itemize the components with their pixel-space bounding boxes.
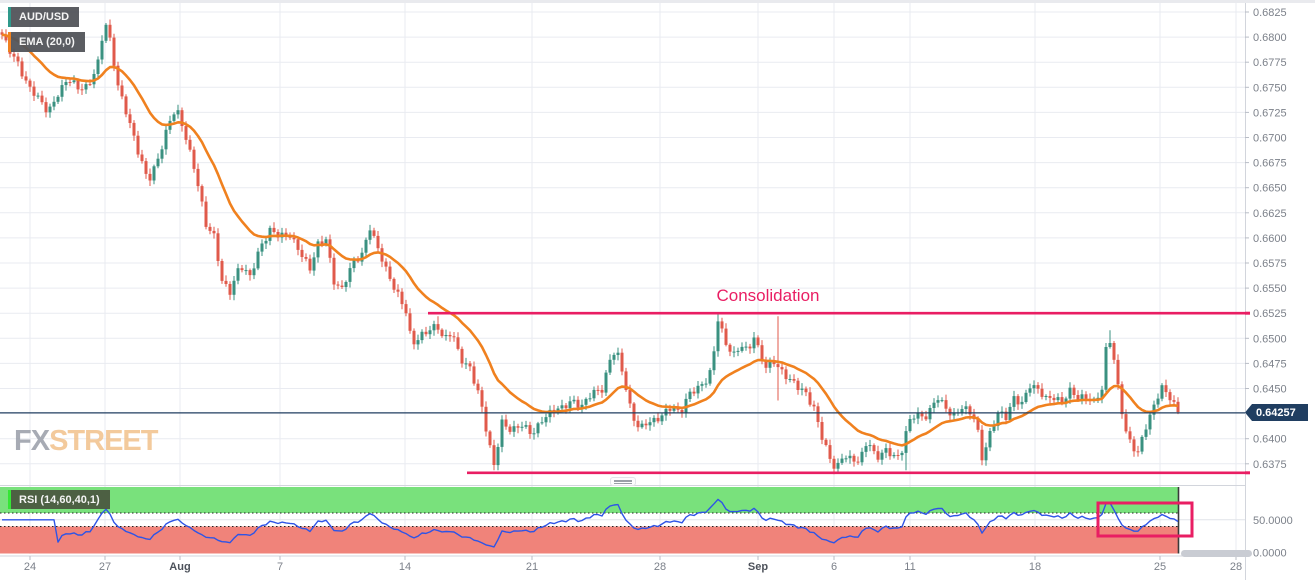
symbol-label: AUD/USD	[19, 11, 70, 23]
last-price-badge: 0.64257	[1245, 404, 1308, 421]
ema-line	[1, 33, 1179, 447]
time-axis-label: 21	[526, 561, 538, 573]
time-axis-label: 14	[399, 561, 411, 573]
price-axis-label: 0.6525	[1253, 308, 1287, 320]
rsi-axis-label: 50.0000	[1253, 515, 1293, 527]
symbol-legend[interactable]: AUD/USD	[8, 7, 80, 27]
fxstreet-watermark: FXSTREET	[14, 425, 158, 458]
pane-resize-handle[interactable]	[610, 477, 636, 486]
ema-legend[interactable]: EMA (20,0)	[8, 32, 85, 52]
rsi-oversold-zone	[0, 526, 1178, 554]
price-axis-label: 0.6825	[1253, 7, 1287, 19]
handle-line	[614, 479, 632, 481]
time-axis-label: 7	[277, 561, 283, 573]
handle-line	[614, 481, 632, 482]
rsi-axis-label: 0.0000	[1253, 548, 1287, 560]
price-axis-label: 0.6700	[1253, 133, 1287, 145]
top-border	[0, 0, 1315, 3]
price-axis-label: 0.6400	[1253, 434, 1287, 446]
watermark-street: STREET	[49, 425, 158, 457]
grid	[0, 3, 1245, 554]
time-axis-label: 28	[1230, 561, 1242, 573]
price-axis-label: 0.6575	[1253, 258, 1287, 270]
rsi-highlight-box[interactable]	[1096, 501, 1194, 538]
time-axis-label: 18	[1029, 561, 1041, 573]
price-axis-label: 0.6500	[1253, 333, 1287, 345]
price-axis-label: 0.6775	[1253, 57, 1287, 69]
time-axis-label: 24	[24, 561, 36, 573]
time-axis-labels[interactable]: 24 27 Aug 7 14 21 28 Sep 6 11 18 25 28	[24, 556, 1242, 573]
watermark-fx: FX	[14, 425, 50, 457]
price-axis-label: 0.6475	[1253, 358, 1287, 370]
consolidation-annotation[interactable]: Consolidation	[716, 286, 820, 305]
time-axis-label: 28	[654, 561, 666, 573]
rsi-overbought-zone	[0, 487, 1178, 513]
time-axis-label: 25	[1154, 561, 1166, 573]
time-axis-label: 27	[99, 561, 111, 573]
price-axis-label: 0.6625	[1253, 208, 1287, 220]
price-axis-label: 0.6725	[1253, 107, 1287, 119]
price-axis-label: 0.6550	[1253, 283, 1287, 295]
rsi-legend[interactable]: RSI (14,60,40,1)	[8, 490, 110, 509]
time-axis-label: Sep	[748, 561, 768, 573]
ema-label: EMA (20,0)	[19, 36, 75, 48]
scrollbar-handle[interactable]	[1181, 550, 1252, 557]
rsi-line	[2, 498, 1179, 548]
time-axis-label: 6	[831, 561, 837, 573]
price-axis-labels[interactable]: 0.6825 0.6800 0.6775 0.6750 0.6725 0.6700 0.66…	[1245, 7, 1287, 475]
price-axis-label: 0.6675	[1253, 158, 1287, 170]
handle-line	[614, 482, 632, 484]
rsi-axis-labels[interactable]: 50.0000 0.0000	[1253, 515, 1293, 560]
price-axis-label: 0.6800	[1253, 32, 1287, 44]
price-axis-label: 0.6375	[1253, 459, 1287, 471]
price-axis-label: 0.6450	[1253, 384, 1287, 396]
price-axis-label: 0.6650	[1253, 183, 1287, 195]
time-axis-label: 11	[904, 561, 915, 573]
rsi-label: RSI (14,60,40,1)	[19, 493, 100, 506]
price-axis-label: 0.6750	[1253, 82, 1287, 94]
price-axis-label: 0.6600	[1253, 233, 1287, 245]
candlestick-series	[0, 19, 1180, 475]
time-axis-label: Aug	[169, 561, 190, 573]
